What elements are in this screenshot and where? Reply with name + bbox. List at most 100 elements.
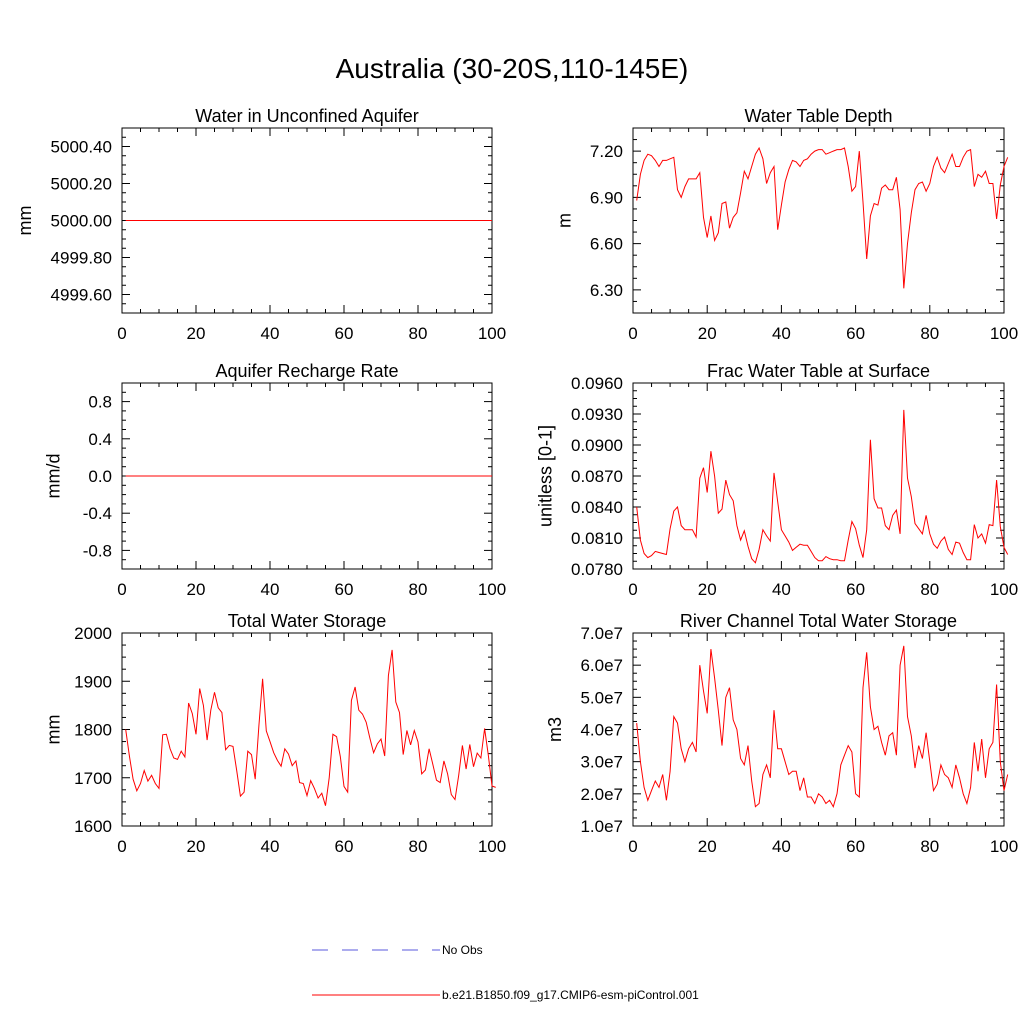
x-tick-label: 100 [478,837,506,856]
x-tick-label: 60 [335,837,354,856]
x-tick-label: 20 [698,324,717,343]
x-tick-label: 60 [846,580,865,599]
series-line [636,146,1009,289]
y-tick-label: 3.0e7 [580,753,623,772]
y-tick-label: 5000.20 [51,175,112,194]
x-tick-label: 0 [117,324,126,343]
y-axis-label: unitless [0-1] [535,425,555,527]
x-tick-label: 100 [990,837,1018,856]
x-tick-label: 100 [990,324,1018,343]
x-tick-label: 20 [698,837,717,856]
x-tick-label: 60 [335,580,354,599]
x-tick-label: 40 [772,580,791,599]
y-tick-label: 2.0e7 [580,785,623,804]
y-tick-label: 0.0900 [571,436,623,455]
x-tick-label: 20 [187,837,206,856]
panel-title: Water in Unconfined Aquifer [195,106,418,126]
y-axis-label: mm [15,206,35,236]
x-tick-label: 0 [117,580,126,599]
panel-title: Frac Water Table at Surface [707,361,930,381]
y-tick-label: 0.0780 [571,560,623,579]
panels: Water in Unconfined Aquifer 0 20 40 60 80 100 4… [15,106,1018,856]
series-line [636,409,1009,564]
y-tick-label: 1900 [74,672,112,691]
y-tick-label: 5000.00 [51,212,112,231]
y-tick-label: 6.60 [590,235,623,254]
panel-total-water-storage: Total Water Storage 0 20 40 60 80 100 1600 1700 1… [44,611,507,856]
y-axis-label: m [555,213,575,228]
x-tick-label: 60 [846,837,865,856]
x-tick-label: 40 [261,837,280,856]
x-tick-label: 40 [261,580,280,599]
y-axis-label: mm/d [44,454,64,499]
plot-frame [632,632,1005,827]
x-tick-label: 60 [846,324,865,343]
y-tick-label: 0.0 [88,467,112,486]
x-tick-label: 80 [409,324,428,343]
legend-obs-label: No Obs [442,943,483,957]
x-tick-label: 80 [920,837,939,856]
y-tick-label: 0.8 [88,393,112,412]
x-tick-label: 80 [920,324,939,343]
figure-title: Australia (30-20S,110-145E) [336,53,689,84]
y-tick-label: 1800 [74,721,112,740]
y-axis-label: m3 [545,717,565,742]
y-tick-label: 4.0e7 [580,721,623,740]
x-tick-label: 100 [478,324,506,343]
x-tick-label: 60 [335,324,354,343]
y-tick-label: 1700 [74,769,112,788]
y-tick-label: 5000.40 [51,138,112,157]
x-tick-label: 100 [990,580,1018,599]
panel-frac-water-table: Frac Water Table at Surface 0 20 40 60 80 100 0… [535,361,1018,599]
y-tick-label: 6.30 [590,281,623,300]
x-tick-label: 40 [772,837,791,856]
legend-model-label: b.e21.B1850.f09_g17.CMIP6-esm-piControl.… [442,988,699,1002]
x-tick-label: 0 [628,580,637,599]
y-tick-label: 0.0840 [571,498,623,517]
x-tick-label: 20 [698,580,717,599]
panel-river-channel-storage: River Channel Total Water Storage 0 20 40 60… [545,611,1018,856]
x-tick-label: 20 [187,324,206,343]
y-tick-label: 5.0e7 [580,688,623,707]
x-tick-label: 40 [772,324,791,343]
y-tick-label: 6.0e7 [580,656,623,675]
legend: No Obs b.e21.B1850.f09_g17.CMIP6-esm-piC… [312,943,699,1002]
x-tick-label: 80 [920,580,939,599]
y-tick-label: 0.0960 [571,374,623,393]
y-tick-label: 0.0810 [571,529,623,548]
x-tick-label: 20 [187,580,206,599]
y-tick-label: 0.4 [88,430,112,449]
y-tick-label: 0.0930 [571,405,623,424]
x-tick-label: 40 [261,324,280,343]
x-tick-label: 0 [628,837,637,856]
y-tick-label: -0.4 [83,504,112,523]
y-tick-label: 7.20 [590,142,623,161]
y-tick-label: 4999.80 [51,249,112,268]
x-tick-label: 0 [117,837,126,856]
y-tick-label: 0.0870 [571,467,623,486]
y-tick-label: 7.0e7 [580,624,623,643]
panel-title: Total Water Storage [228,611,386,631]
panel-title: River Channel Total Water Storage [680,611,957,631]
y-tick-label: 1600 [74,817,112,836]
y-tick-label: 1.0e7 [580,817,623,836]
x-tick-label: 100 [478,580,506,599]
panel-title: Water Table Depth [744,106,892,126]
x-tick-label: 80 [409,837,428,856]
series-line [636,645,1009,808]
y-axis-label: mm [44,715,64,745]
series-line [125,649,496,806]
plot-frame [632,127,1005,314]
y-tick-label: -0.8 [83,541,112,560]
panel-aquifer-recharge: Aquifer Recharge Rate 0 20 40 60 80 100 -0.8 -0.… [44,361,507,599]
panel-title: Aquifer Recharge Rate [215,361,398,381]
x-tick-label: 80 [409,580,428,599]
y-tick-label: 4999.60 [51,286,112,305]
x-tick-label: 0 [628,324,637,343]
y-tick-label: 2000 [74,624,112,643]
panel-water-table-depth: Water Table Depth 0 20 40 60 80 100 6.30 6.60 6.9… [555,106,1019,343]
panel-unconfined-aquifer: Water in Unconfined Aquifer 0 20 40 60 80 100 4… [15,106,506,343]
y-tick-label: 6.90 [590,188,623,207]
plot-frame [632,382,1005,570]
